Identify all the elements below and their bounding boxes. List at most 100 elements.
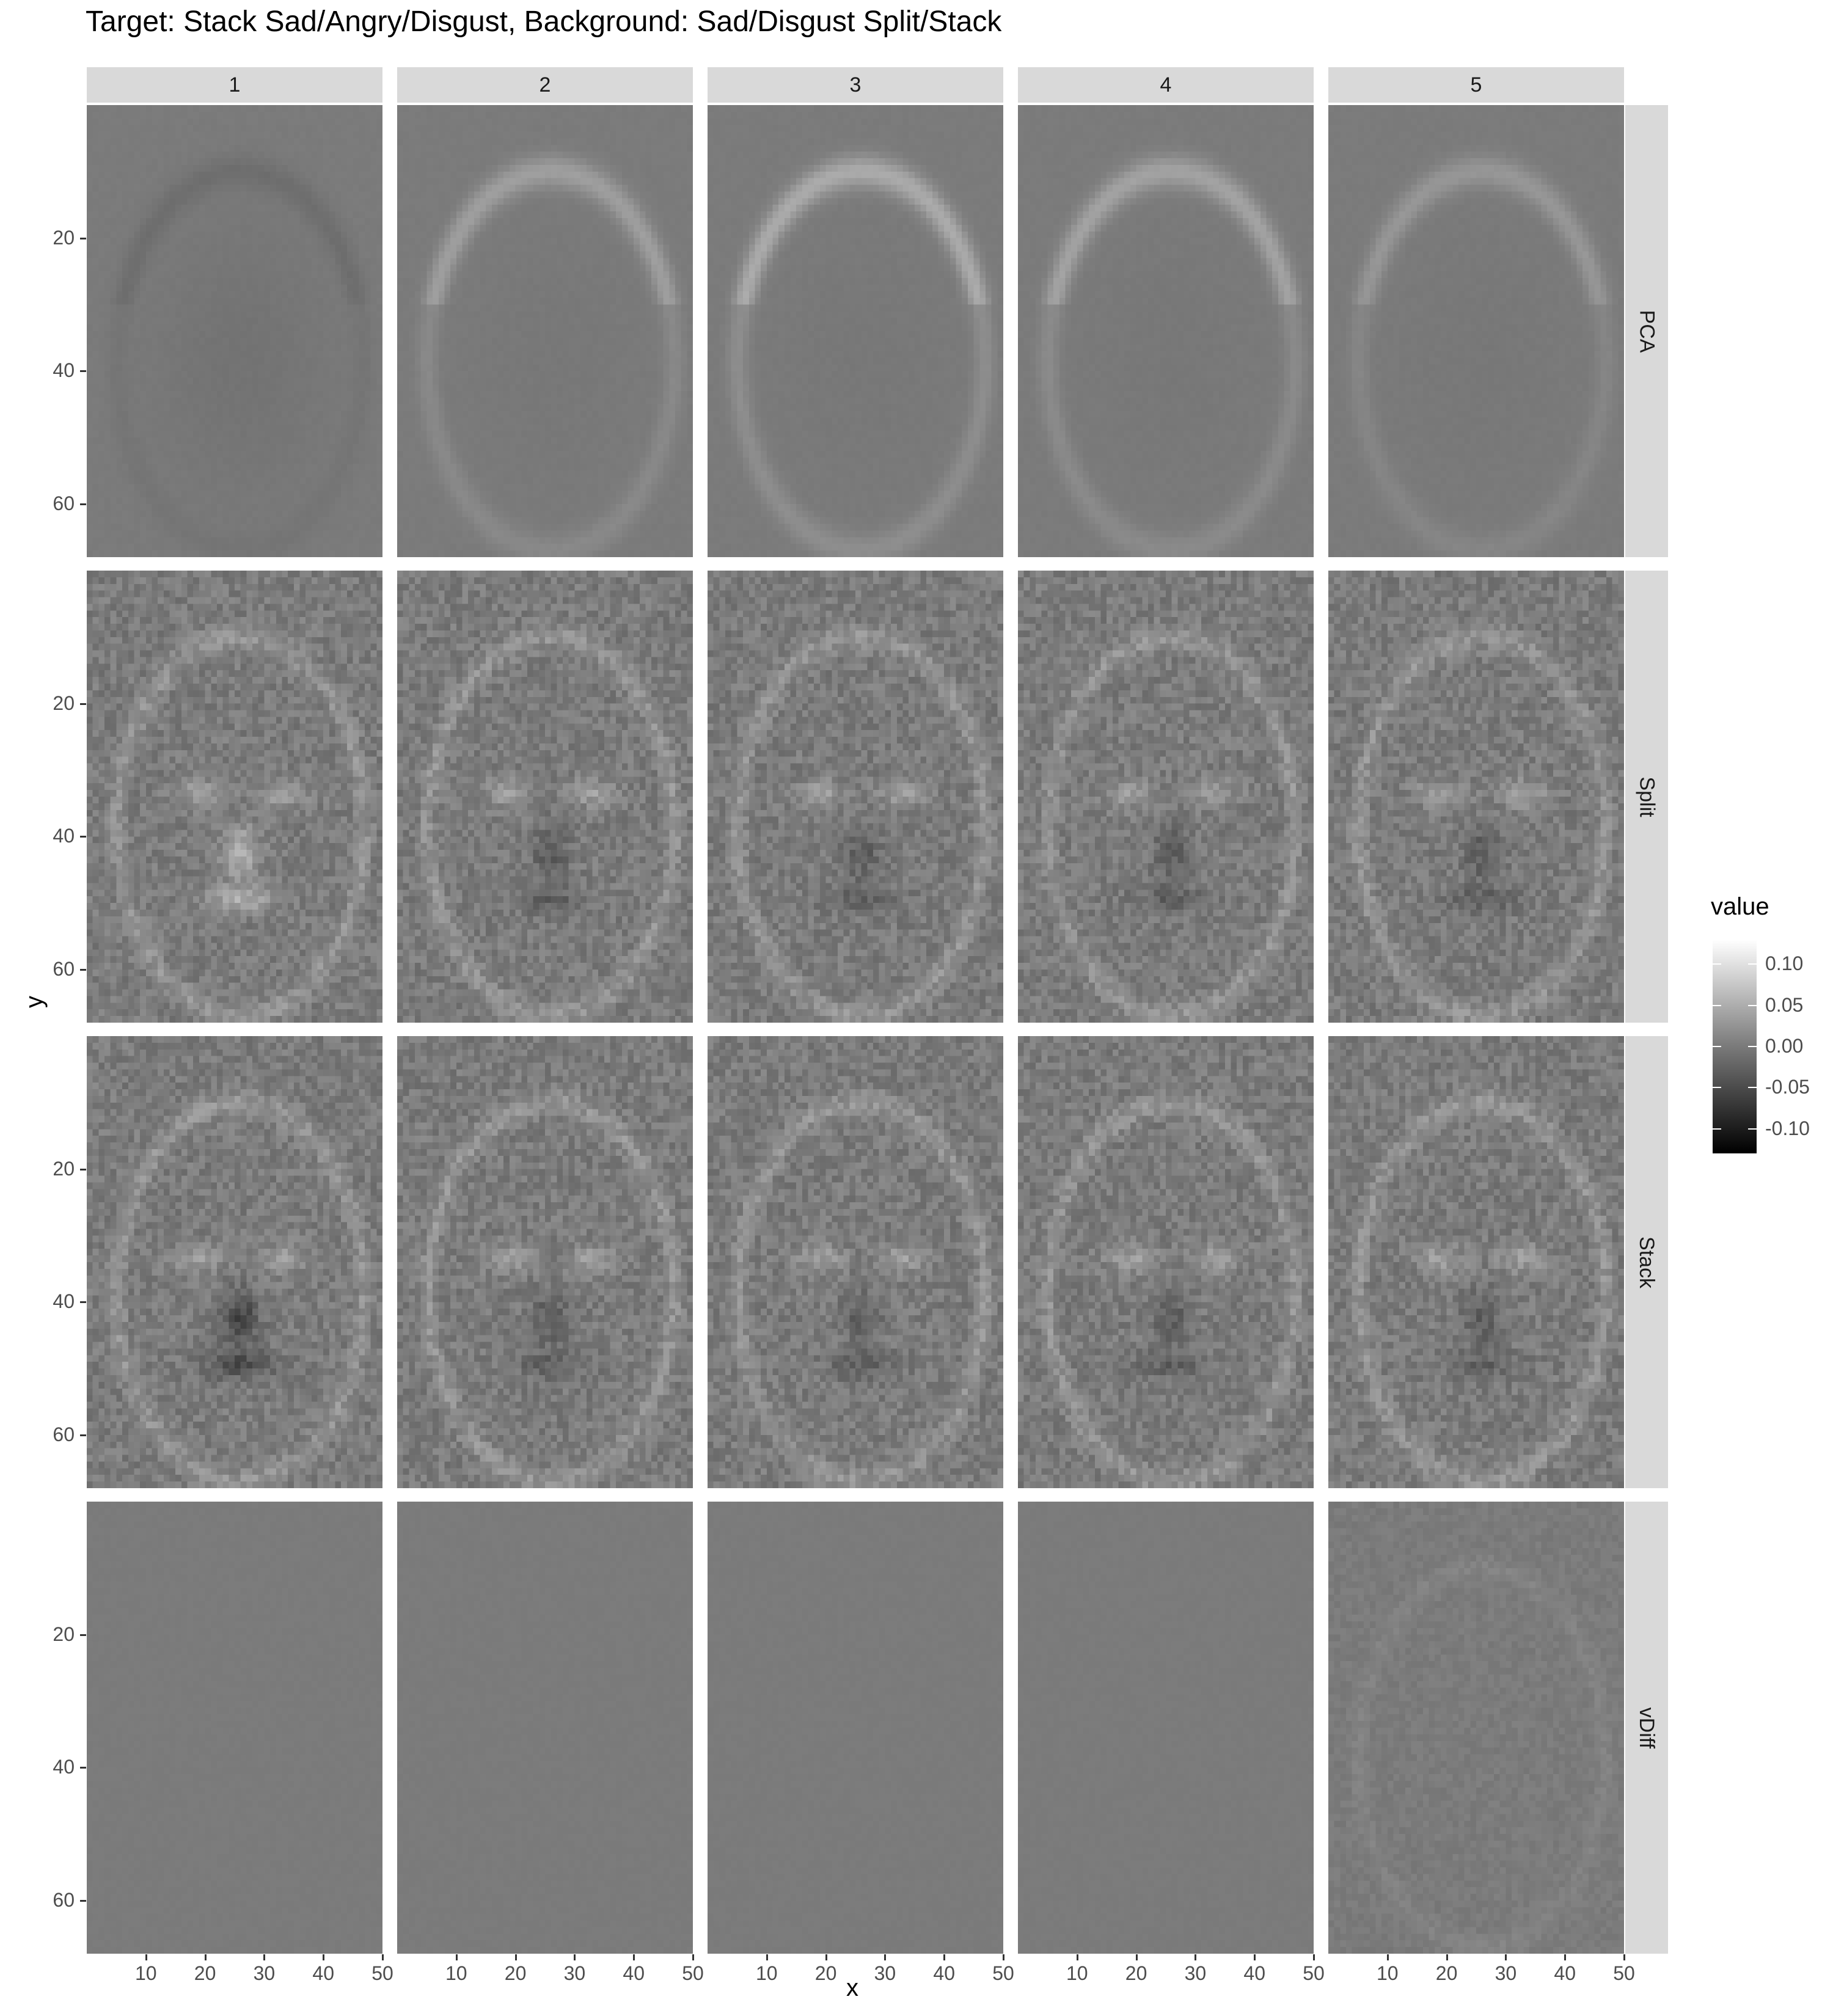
x-tick-mark [633, 1954, 635, 1960]
heatmap-cells [1018, 571, 1314, 1023]
y-tick-mark [80, 703, 86, 705]
y-tick-label: 20 [53, 1157, 75, 1180]
heatmap-cells [1018, 105, 1314, 557]
legend-tick-mark [1748, 1046, 1757, 1047]
facet-strip-row-split: Split [1625, 571, 1668, 1023]
facet-strip-row-pca: PCA [1625, 105, 1668, 557]
x-tick-mark [455, 1954, 458, 1960]
x-tick-mark [145, 1954, 147, 1960]
legend-title: value [1711, 893, 1769, 920]
facet-strip-row-label: Stack [1635, 1236, 1659, 1288]
x-tick-label: 30 [563, 1962, 586, 1984]
facet-strip-col-5: 5 [1328, 67, 1624, 103]
y-tick-mark [80, 1301, 86, 1304]
y-tick-label: 40 [53, 359, 75, 382]
facet-strip-row-stack: Stack [1625, 1036, 1668, 1488]
heatmap-panel-stack-3 [708, 1036, 1003, 1488]
heatmap-cells [1018, 1502, 1314, 1954]
heatmap-panel-pca-1 [87, 105, 382, 557]
x-tick-mark [766, 1954, 768, 1960]
x-tick-mark [1564, 1954, 1567, 1960]
heatmap-panel-vdiff-5 [1328, 1502, 1624, 1954]
heatmap-panel-vdiff-4 [1018, 1502, 1314, 1954]
x-tick-label: 10 [135, 1962, 157, 1984]
heatmap-panel-stack-2 [397, 1036, 693, 1488]
heatmap-panel-pca-5 [1328, 105, 1624, 557]
x-tick-label: 40 [312, 1962, 334, 1984]
y-tick-mark [80, 1767, 86, 1769]
x-tick-mark [1505, 1954, 1507, 1960]
heatmap-panel-pca-4 [1018, 105, 1314, 557]
x-tick-mark [514, 1954, 517, 1960]
y-tick-label: 40 [53, 1756, 75, 1778]
legend-tick-label: -0.05 [1765, 1076, 1810, 1098]
x-tick-label: 40 [1243, 1962, 1265, 1984]
y-tick-label: 20 [53, 692, 75, 714]
heatmap-cells [1328, 1502, 1624, 1954]
y-tick-label: 20 [53, 1623, 75, 1645]
x-tick-label: 20 [1435, 1962, 1458, 1984]
legend-tick-mark [1713, 1128, 1721, 1130]
y-tick-mark [80, 237, 86, 239]
x-tick-mark [1386, 1954, 1389, 1960]
x-tick-mark [1195, 1954, 1197, 1960]
x-tick-mark [943, 1954, 946, 1960]
heatmap-cells [1328, 105, 1624, 557]
x-tick-label: 10 [1377, 1962, 1399, 1984]
x-tick-label: 30 [1184, 1962, 1207, 1984]
y-tick-label: 60 [53, 1888, 75, 1911]
x-tick-label: 30 [874, 1962, 896, 1984]
y-axis-label: y [21, 996, 48, 1008]
y-tick-mark [80, 968, 86, 971]
x-tick-label: 50 [682, 1962, 704, 1984]
x-tick-label: 20 [814, 1962, 837, 1984]
legend-tick-mark [1748, 1128, 1757, 1130]
x-tick-mark [1623, 1954, 1625, 1960]
legend-tick-mark [1713, 1004, 1721, 1006]
heatmap-cells [1328, 1036, 1624, 1488]
y-tick-label: 60 [53, 957, 75, 980]
heatmap-cells [708, 1502, 1003, 1954]
heatmap-panel-vdiff-3 [708, 1502, 1003, 1954]
facet-strip-col-3: 3 [708, 67, 1003, 103]
x-tick-mark [574, 1954, 576, 1960]
y-tick-label: 20 [53, 226, 75, 249]
x-tick-label: 30 [1495, 1962, 1517, 1984]
heatmap-cells [87, 1036, 382, 1488]
y-tick-label: 40 [53, 1290, 75, 1313]
heatmap-panel-vdiff-1 [87, 1502, 382, 1954]
x-tick-label: 50 [371, 1962, 393, 1984]
x-tick-mark [1076, 1954, 1078, 1960]
x-tick-mark [382, 1954, 384, 1960]
heatmap-cells [397, 1502, 693, 1954]
heatmap-cells [1328, 571, 1624, 1023]
x-tick-label: 10 [1066, 1962, 1088, 1984]
heatmap-cells [87, 1502, 382, 1954]
legend-tick-mark [1748, 963, 1757, 965]
facet-strip-col-2: 2 [397, 67, 693, 103]
y-tick-mark [80, 1899, 86, 1902]
x-tick-label: 50 [1303, 1962, 1325, 1984]
y-tick-mark [80, 503, 86, 505]
heatmap-cells [397, 571, 693, 1023]
heatmap-cells [708, 105, 1003, 557]
x-axis-label: x [846, 1974, 858, 2001]
heatmap-panel-split-4 [1018, 571, 1314, 1023]
heatmap-cells [87, 571, 382, 1023]
x-tick-mark [825, 1954, 827, 1960]
x-tick-label: 40 [623, 1962, 645, 1984]
legend-tick-label: 0.05 [1765, 993, 1804, 1016]
legend-tick-label: 0.00 [1765, 1035, 1804, 1057]
x-tick-mark [1446, 1954, 1448, 1960]
x-tick-label: 40 [1554, 1962, 1576, 1984]
y-tick-mark [80, 1434, 86, 1436]
x-tick-mark [1003, 1954, 1004, 1960]
heatmap-cells [708, 571, 1003, 1023]
x-tick-mark [1313, 1954, 1315, 1960]
x-tick-mark [1254, 1954, 1256, 1960]
legend-tick-label: -0.10 [1765, 1117, 1810, 1139]
x-tick-mark [204, 1954, 207, 1960]
legend-tick-mark [1713, 963, 1721, 965]
heatmap-cells [397, 105, 693, 557]
